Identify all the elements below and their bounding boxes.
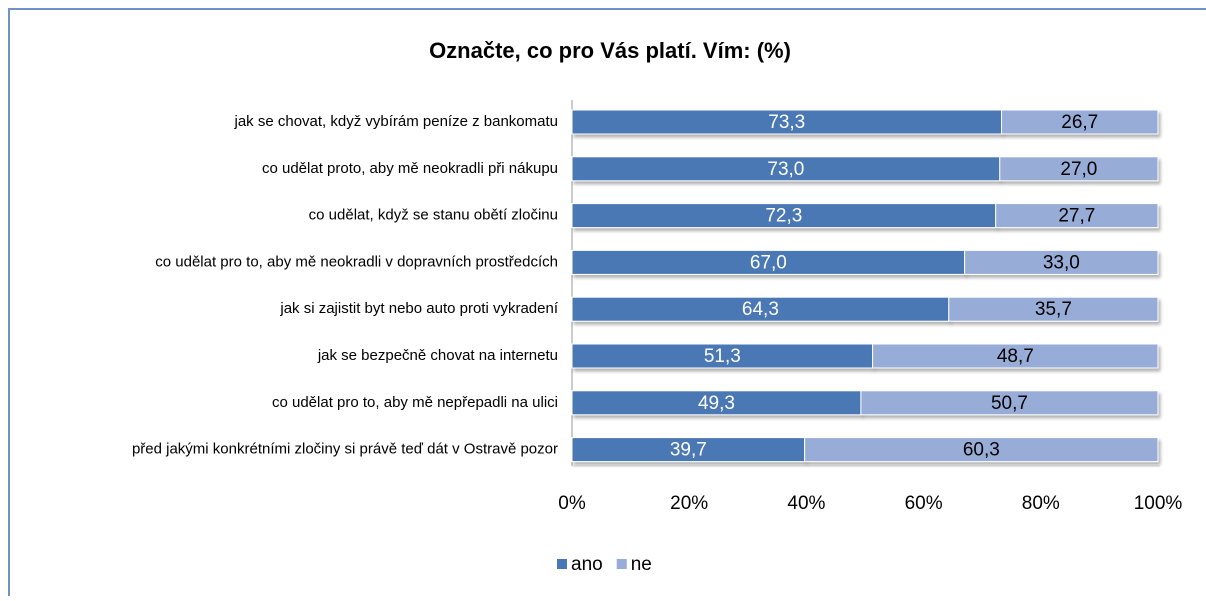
data-label: 35,7 xyxy=(1035,299,1072,320)
y-tick-label: co udělat proto, aby mě neokradli při ná… xyxy=(262,160,558,177)
y-tick-label: co udělat pro to, aby mě nepřepadli na u… xyxy=(272,394,558,411)
data-label: 60,3 xyxy=(963,440,1000,461)
legend-swatch xyxy=(616,559,627,569)
legend-label: ne xyxy=(631,554,652,575)
data-label: 33,0 xyxy=(1043,252,1080,273)
data-label: 27,7 xyxy=(1058,206,1095,227)
y-tick-label: jak se bezpečně chovat na internetu xyxy=(317,347,558,364)
data-label: 67,0 xyxy=(750,252,787,273)
y-tick-label: jak se chovat, když vybírám peníze z ban… xyxy=(234,113,559,130)
y-tick-label: před jakými konkrétními zločiny si právě… xyxy=(132,441,558,458)
x-tick-label: 60% xyxy=(905,493,943,514)
data-label: 73,3 xyxy=(768,112,805,133)
x-tick-label: 80% xyxy=(1022,493,1060,514)
x-tick-label: 20% xyxy=(670,493,708,514)
bar-segment xyxy=(872,343,1159,369)
frame xyxy=(8,8,1206,596)
bar-segment xyxy=(571,390,862,416)
data-label: 50,7 xyxy=(991,393,1028,414)
y-tick-label: co udělat pro to, aby mě neokradli v dop… xyxy=(155,253,558,270)
bar-segment xyxy=(964,249,1159,275)
x-tick-label: 0% xyxy=(558,493,586,514)
bar-segment xyxy=(571,437,806,463)
bar-segment xyxy=(571,156,1001,182)
bar-segment xyxy=(571,203,997,229)
data-label: 73,0 xyxy=(767,159,804,180)
data-label: 27,0 xyxy=(1060,159,1097,180)
data-label: 51,3 xyxy=(704,346,741,367)
data-label: 26,7 xyxy=(1061,112,1098,133)
bar-segment xyxy=(995,203,1159,229)
bar-segment xyxy=(1001,109,1159,135)
x-tick-label: 40% xyxy=(787,493,825,514)
bar-segment xyxy=(571,109,1003,135)
bar-segment xyxy=(999,156,1159,182)
x-tick-label: 100% xyxy=(1134,493,1183,514)
bar-segment xyxy=(860,390,1159,416)
data-label: 49,3 xyxy=(698,393,735,414)
data-label: 48,7 xyxy=(997,346,1034,367)
legend-label: ano xyxy=(571,554,603,575)
legend-swatch xyxy=(557,559,567,569)
bar-segment xyxy=(571,296,950,322)
bar-segment xyxy=(804,437,1159,463)
data-label: 39,7 xyxy=(670,440,707,461)
chart-title: Označte, co pro Vás platí. Vím: (%) xyxy=(429,38,791,63)
data-label: 64,3 xyxy=(742,299,779,320)
y-tick-label: co udělat, když se stanu obětí zločinu xyxy=(309,207,558,224)
bar-segment xyxy=(571,343,874,369)
bar-segment xyxy=(948,296,1159,322)
data-label: 72,3 xyxy=(765,206,802,227)
y-tick-label: jak si zajistit byt nebo auto proti vykr… xyxy=(279,300,558,317)
